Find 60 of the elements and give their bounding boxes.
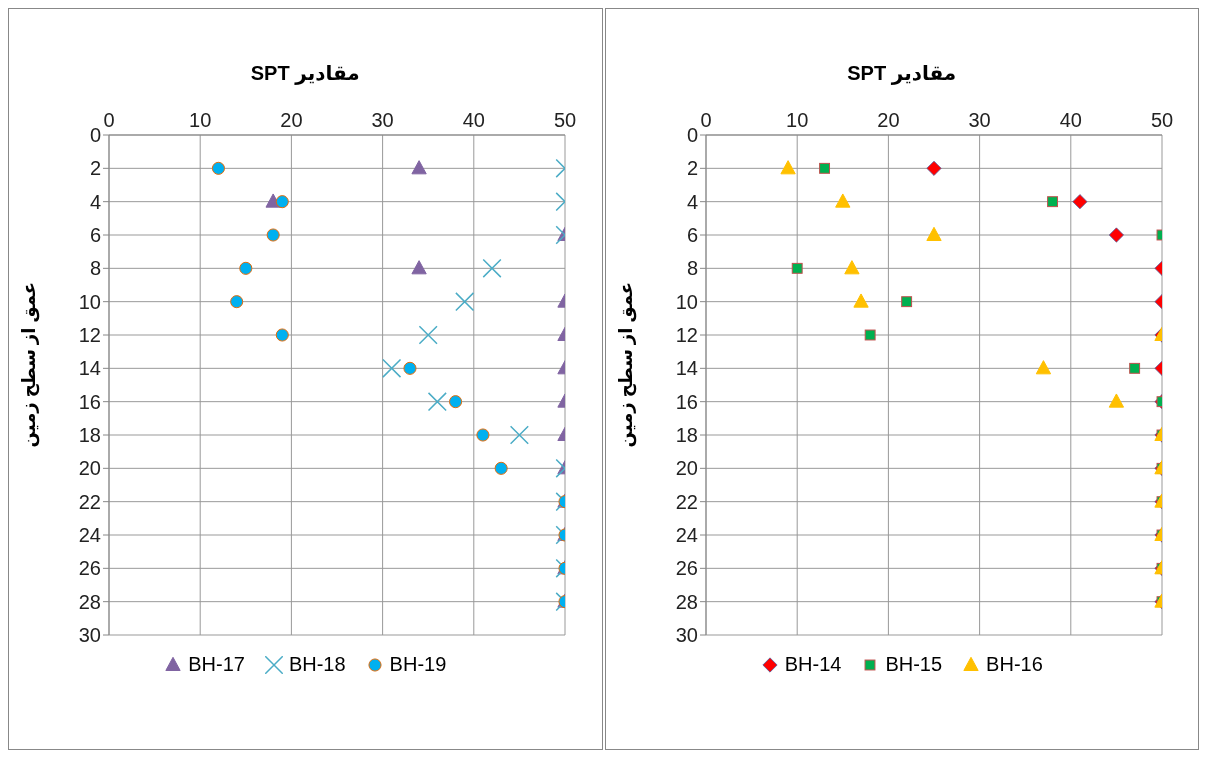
y-tick-label: 6 xyxy=(686,224,698,247)
y-tick-label: 6 xyxy=(89,224,101,247)
y-tick-label: 20 xyxy=(675,457,698,480)
y-tick-label: 26 xyxy=(675,557,698,580)
chart-title: مقادیر SPT xyxy=(249,61,361,85)
y-tick-label: 30 xyxy=(675,624,698,647)
point xyxy=(239,261,253,275)
x-tick-label: 10 xyxy=(189,109,212,131)
y-tick-label: 14 xyxy=(675,357,698,380)
y-tick-label: 8 xyxy=(89,257,101,280)
point xyxy=(275,328,289,342)
legend-label: BH-18 xyxy=(288,653,346,676)
y-tick-label: 4 xyxy=(89,190,101,213)
y-tick-label: 4 xyxy=(686,190,698,213)
y-tick-label: 24 xyxy=(675,524,698,547)
y-tick-label: 18 xyxy=(78,424,101,447)
y-tick-label: 2 xyxy=(686,157,698,180)
point xyxy=(211,161,225,175)
y-tick-label: 0 xyxy=(686,124,698,147)
y-tick-label: 30 xyxy=(78,624,101,647)
point xyxy=(266,228,280,242)
point xyxy=(275,195,289,209)
y-tick-label: 14 xyxy=(78,357,101,380)
y-tick-label: 12 xyxy=(78,324,101,347)
chart-title: مقادیر SPT xyxy=(846,61,958,85)
x-tick-label: 50 xyxy=(553,109,577,131)
point xyxy=(403,361,417,375)
x-tick-label: 0 xyxy=(103,109,115,131)
y-tick-label: 18 xyxy=(675,424,698,447)
y-axis-title: عمق از سطح زمین xyxy=(18,282,40,448)
y-tick-label: 2 xyxy=(89,157,101,180)
legend-label: BH-14 xyxy=(784,653,842,676)
x-tick-label: 40 xyxy=(1059,109,1082,131)
y-tick-label: 26 xyxy=(78,557,101,580)
x-tick-label: 50 xyxy=(1150,109,1173,131)
y-tick-label: 12 xyxy=(675,324,698,347)
legend-label: BH-15 xyxy=(885,653,943,676)
y-tick-label: 28 xyxy=(675,590,698,613)
y-tick-label: 16 xyxy=(78,390,101,413)
y-tick-label: 22 xyxy=(78,490,101,513)
y-tick-label: 10 xyxy=(78,290,101,313)
x-tick-label: 20 xyxy=(876,109,900,131)
y-tick-label: 28 xyxy=(78,590,101,613)
legend-label: BH-19 xyxy=(389,653,447,676)
legend-label: BH-16 xyxy=(986,653,1043,676)
x-tick-label: 40 xyxy=(462,109,485,131)
y-axis-title: عمق از سطح زمین xyxy=(614,282,637,448)
x-tick-label: 10 xyxy=(785,109,808,131)
y-tick-label: 0 xyxy=(89,124,101,147)
y-tick-label: 24 xyxy=(78,524,101,547)
x-tick-label: 20 xyxy=(280,109,303,131)
y-tick-label: 8 xyxy=(686,257,698,280)
y-tick-label: 22 xyxy=(675,490,698,513)
y-tick-label: 20 xyxy=(78,457,101,480)
y-tick-label: 10 xyxy=(675,290,698,313)
x-tick-label: 30 xyxy=(967,109,991,131)
point xyxy=(230,295,244,309)
y-tick-label: 16 xyxy=(675,390,698,413)
legend-label: BH-17 xyxy=(188,653,245,676)
x-tick-label: 30 xyxy=(371,109,394,131)
